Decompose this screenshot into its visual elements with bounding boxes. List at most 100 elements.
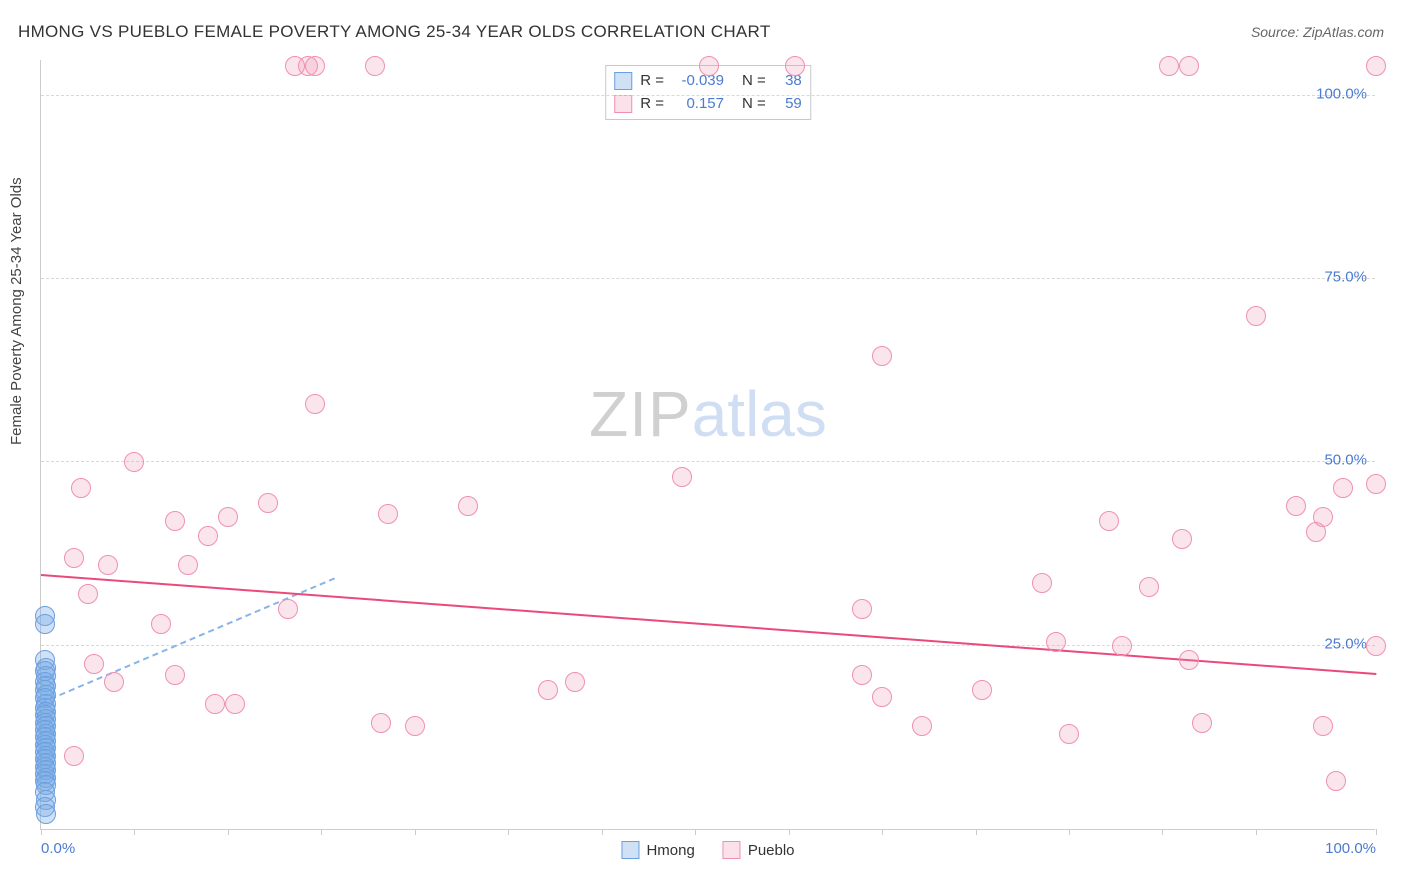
legend-item-pueblo: Pueblo [723, 841, 795, 859]
legend-swatch [614, 72, 632, 90]
data-point-pueblo [1366, 474, 1386, 494]
data-point-pueblo [538, 680, 558, 700]
data-point-pueblo [785, 56, 805, 76]
data-point-pueblo [64, 548, 84, 568]
y-tick-label: 50.0% [1324, 452, 1367, 469]
data-point-pueblo [1192, 713, 1212, 733]
x-tick [882, 829, 883, 835]
data-point-pueblo [458, 496, 478, 516]
data-point-pueblo [1313, 507, 1333, 527]
y-tick-label: 75.0% [1324, 269, 1367, 286]
data-point-pueblo [371, 713, 391, 733]
data-point-pueblo [1046, 632, 1066, 652]
data-point-pueblo [1333, 478, 1353, 498]
x-tick [1162, 829, 1163, 835]
gridline [41, 278, 1375, 279]
data-point-pueblo [872, 346, 892, 366]
x-tick [976, 829, 977, 835]
watermark-part1: ZIP [589, 378, 692, 450]
data-point-pueblo [852, 599, 872, 619]
watermark: ZIPatlas [589, 377, 827, 451]
data-point-pueblo [912, 716, 932, 736]
data-point-pueblo [104, 672, 124, 692]
data-point-pueblo [365, 56, 385, 76]
x-tick-label: 0.0% [41, 840, 75, 857]
gridline [41, 95, 1375, 96]
data-point-pueblo [178, 555, 198, 575]
data-point-pueblo [872, 687, 892, 707]
data-point-pueblo [98, 555, 118, 575]
trend-line-pueblo [41, 574, 1376, 675]
data-point-pueblo [1179, 650, 1199, 670]
x-tick [134, 829, 135, 835]
data-point-pueblo [124, 452, 144, 472]
legend-swatch [621, 841, 639, 859]
legend-label: Pueblo [748, 842, 795, 859]
r-value: -0.039 [672, 70, 724, 93]
plot-area: ZIPatlas R =-0.039N =38R =0.157N =59 Hmo… [40, 60, 1375, 830]
r-label: R = [640, 70, 664, 93]
n-label: N = [742, 70, 766, 93]
data-point-pueblo [84, 654, 104, 674]
data-point-hmong [35, 614, 55, 634]
data-point-pueblo [1366, 56, 1386, 76]
chart-source: Source: ZipAtlas.com [1251, 24, 1384, 40]
n-value: 59 [774, 93, 802, 116]
data-point-pueblo [1099, 511, 1119, 531]
x-tick [1256, 829, 1257, 835]
x-tick [41, 829, 42, 835]
data-point-pueblo [305, 56, 325, 76]
data-point-pueblo [1366, 636, 1386, 656]
data-point-pueblo [1326, 771, 1346, 791]
data-point-pueblo [565, 672, 585, 692]
data-point-pueblo [205, 694, 225, 714]
data-point-pueblo [1246, 306, 1266, 326]
data-point-pueblo [1286, 496, 1306, 516]
data-point-pueblo [71, 478, 91, 498]
r-label: R = [640, 93, 664, 116]
data-point-pueblo [165, 665, 185, 685]
x-tick [602, 829, 603, 835]
x-tick [789, 829, 790, 835]
data-point-pueblo [1032, 573, 1052, 593]
n-label: N = [742, 93, 766, 116]
data-point-pueblo [1159, 56, 1179, 76]
data-point-pueblo [1059, 724, 1079, 744]
chart-title: HMONG VS PUEBLO FEMALE POVERTY AMONG 25-… [18, 22, 771, 42]
watermark-part2: atlas [692, 378, 827, 450]
data-point-pueblo [1172, 529, 1192, 549]
legend-swatch [723, 841, 741, 859]
data-point-pueblo [672, 467, 692, 487]
y-tick-label: 100.0% [1316, 85, 1367, 102]
data-point-pueblo [78, 584, 98, 604]
legend-label: Hmong [646, 842, 694, 859]
data-point-pueblo [1112, 636, 1132, 656]
series-legend: Hmong Pueblo [621, 841, 794, 859]
data-point-pueblo [699, 56, 719, 76]
data-point-hmong [36, 804, 56, 824]
gridline [41, 645, 1375, 646]
data-point-pueblo [198, 526, 218, 546]
r-value: 0.157 [672, 93, 724, 116]
data-point-pueblo [405, 716, 425, 736]
data-point-pueblo [258, 493, 278, 513]
x-tick [228, 829, 229, 835]
data-point-pueblo [1139, 577, 1159, 597]
gridline [41, 461, 1375, 462]
data-point-pueblo [1313, 716, 1333, 736]
data-point-pueblo [64, 746, 84, 766]
x-tick [695, 829, 696, 835]
x-tick [1376, 829, 1377, 835]
x-tick [508, 829, 509, 835]
y-tick-label: 25.0% [1324, 635, 1367, 652]
data-point-pueblo [225, 694, 245, 714]
data-point-pueblo [305, 394, 325, 414]
legend-item-hmong: Hmong [621, 841, 694, 859]
data-point-pueblo [165, 511, 185, 531]
data-point-pueblo [218, 507, 238, 527]
data-point-pueblo [852, 665, 872, 685]
data-point-pueblo [378, 504, 398, 524]
x-tick [415, 829, 416, 835]
legend-row: R = 0.157 N = 59 [614, 93, 802, 116]
data-point-pueblo [972, 680, 992, 700]
